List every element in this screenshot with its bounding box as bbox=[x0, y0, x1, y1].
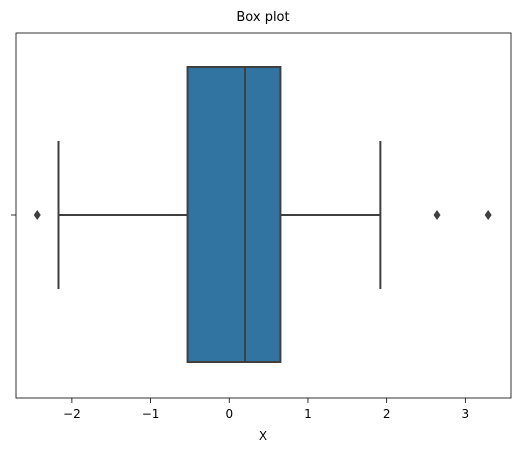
x-tick-label: 0 bbox=[225, 407, 233, 421]
x-tick-label: 1 bbox=[304, 407, 312, 421]
flier bbox=[33, 210, 41, 220]
x-tick-label: −2 bbox=[63, 407, 81, 421]
x-tick-label: 3 bbox=[462, 407, 470, 421]
flier bbox=[484, 210, 492, 220]
x-tick-label: 2 bbox=[383, 407, 391, 421]
box bbox=[186, 66, 282, 363]
x-axis-label: X bbox=[259, 429, 267, 443]
chart-title: Box plot bbox=[236, 10, 289, 25]
axes-frame bbox=[15, 32, 512, 399]
flier bbox=[433, 210, 441, 220]
x-tick-label: −1 bbox=[142, 407, 160, 421]
